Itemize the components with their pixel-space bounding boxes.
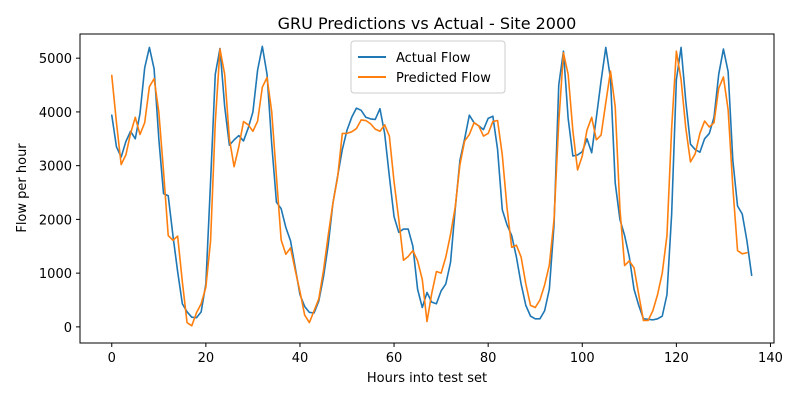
y-tick-label: 2000	[39, 213, 72, 228]
legend-label-actual-flow: Actual Flow	[396, 51, 471, 66]
y-tick-label: 5000	[39, 52, 72, 67]
y-tick-label: 3000	[39, 160, 72, 175]
x-tick-label: 60	[386, 351, 403, 366]
y-tick-label: 1000	[39, 267, 72, 282]
x-tick-label: 40	[292, 351, 309, 366]
x-tick-label: 20	[198, 351, 215, 366]
y-axis-label: Flow per hour	[15, 143, 30, 233]
x-tick-label: 100	[570, 351, 595, 366]
series-layer	[110, 45, 753, 327]
tick-layer: 0 20 40 60 80 100 120 140 0 1000 2000 3000 4000 5000	[39, 52, 783, 366]
series-line-actual-flow	[110, 45, 753, 321]
x-axis-label: Hours into test set	[367, 371, 487, 386]
x-tick-label: 120	[664, 351, 689, 366]
legend: Actual Flow Predicted Flow	[350, 40, 506, 94]
x-tick-label: 0	[108, 351, 116, 366]
y-tick-label: 4000	[39, 106, 72, 121]
legend-box	[350, 40, 506, 94]
y-tick-label: 0	[64, 321, 72, 336]
series-line-predicted-flow	[110, 48, 748, 327]
plot-frame	[79, 33, 775, 344]
chart-title: GRU Predictions vs Actual - Site 2000	[278, 14, 577, 33]
x-tick-label: 140	[758, 351, 783, 366]
x-tick-label: 80	[480, 351, 497, 366]
legend-label-predicted-flow: Predicted Flow	[396, 71, 491, 86]
